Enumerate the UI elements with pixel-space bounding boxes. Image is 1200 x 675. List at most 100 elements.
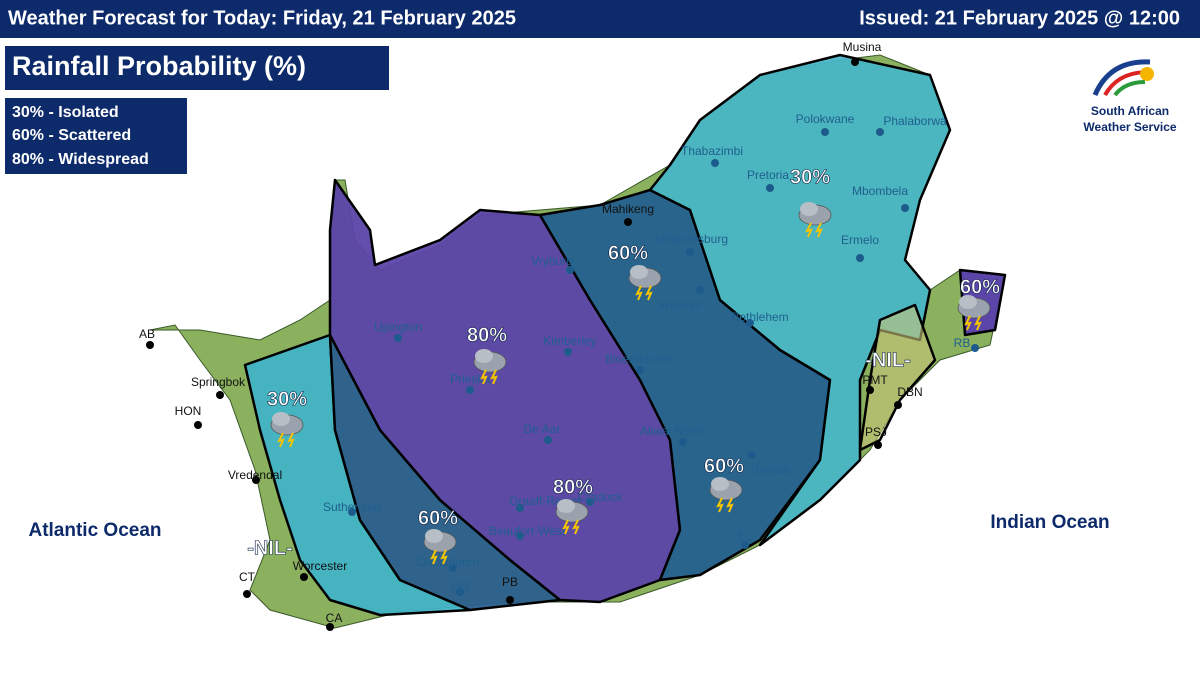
storm-icon bbox=[423, 529, 457, 565]
storm-icon bbox=[957, 295, 991, 331]
city-dot bbox=[544, 436, 552, 444]
header-bar bbox=[0, 0, 1200, 38]
city-label: Welkom bbox=[658, 298, 701, 312]
city-label: Upington bbox=[374, 320, 422, 334]
city-label: GG bbox=[451, 580, 470, 594]
city-dot bbox=[894, 401, 902, 409]
city-label: Polokwane bbox=[796, 112, 855, 126]
city-label: Prieska bbox=[450, 372, 490, 386]
city-dot bbox=[711, 159, 719, 167]
city-dot bbox=[766, 184, 774, 192]
city-dot bbox=[300, 573, 308, 581]
zone-label: 60% bbox=[960, 276, 1000, 298]
city-dot bbox=[866, 386, 874, 394]
city-dot bbox=[876, 128, 884, 136]
storm-icon bbox=[628, 265, 662, 301]
cloud bbox=[959, 295, 977, 309]
legend-title-box bbox=[3, 44, 391, 92]
city-label: PSJ bbox=[865, 425, 887, 439]
city-dot bbox=[586, 498, 594, 506]
city-dot bbox=[506, 596, 514, 604]
zone-label: 30% bbox=[790, 166, 830, 188]
storm-icons bbox=[270, 202, 991, 565]
city-dot bbox=[194, 421, 202, 429]
cloud bbox=[272, 412, 290, 426]
city-dot bbox=[624, 218, 632, 226]
city-label: CT bbox=[239, 570, 256, 584]
bolt bbox=[480, 369, 488, 385]
city-dot bbox=[741, 541, 749, 549]
city-label: PB bbox=[502, 575, 518, 589]
city-dot bbox=[564, 348, 572, 356]
city-dot bbox=[326, 623, 334, 631]
city-label: Springbok bbox=[191, 375, 246, 389]
storm-icon bbox=[798, 202, 832, 238]
bolt bbox=[490, 369, 498, 385]
zone-labels: 30% 60% 80% 80% 60% 60% 30% 60% -NIL- -NIL- bbox=[247, 166, 1001, 560]
city-label: Cradock bbox=[578, 490, 624, 504]
city-dot bbox=[516, 504, 524, 512]
city-dot bbox=[566, 266, 574, 274]
city-label: Umtata bbox=[751, 463, 790, 477]
cloud bbox=[425, 529, 443, 543]
cloud bbox=[800, 202, 818, 216]
zone-label: 30% bbox=[267, 388, 307, 410]
city-dot bbox=[456, 588, 464, 596]
city-label: Bethlehem bbox=[731, 310, 788, 324]
city-label: Worcester bbox=[293, 559, 347, 573]
city-label: De Aar bbox=[524, 422, 561, 436]
issued: Issued: 21 February 2025 @ 12:00 bbox=[859, 7, 1180, 29]
bolt bbox=[716, 497, 724, 513]
city-dot bbox=[516, 532, 524, 540]
bolt bbox=[635, 285, 643, 301]
ocean-label: Indian Ocean bbox=[990, 512, 1109, 533]
city-dot bbox=[394, 334, 402, 342]
city-dot bbox=[874, 441, 882, 449]
city-dot bbox=[856, 254, 864, 262]
city-label: Thabazimbi bbox=[681, 144, 743, 158]
storm-icon bbox=[473, 349, 507, 385]
city-dot bbox=[146, 341, 154, 349]
city-label: EL bbox=[738, 529, 753, 543]
bolt bbox=[815, 222, 823, 238]
city-label: Musina bbox=[843, 40, 882, 54]
city-label: Vredendal bbox=[228, 468, 282, 482]
city-label: CA bbox=[326, 611, 343, 625]
city-label: Ermelo bbox=[841, 233, 879, 247]
city-dot bbox=[851, 58, 859, 66]
city-label: Bloemfontein bbox=[605, 352, 675, 366]
zone-label: 60% bbox=[608, 242, 648, 264]
city-dot bbox=[679, 438, 687, 446]
legend-item: 60% - Scattered bbox=[12, 127, 131, 144]
bolt bbox=[277, 432, 285, 448]
bolt bbox=[964, 315, 972, 331]
bolt bbox=[974, 315, 982, 331]
city-label: Sutherland bbox=[323, 500, 381, 514]
city-dot bbox=[696, 286, 704, 294]
zones bbox=[243, 53, 1007, 617]
storm-icon bbox=[555, 499, 589, 535]
storm-icon bbox=[270, 412, 304, 448]
cloud bbox=[557, 499, 575, 513]
city-label: Mbombela bbox=[852, 184, 908, 198]
ocean-label: Atlantic Ocean bbox=[28, 520, 161, 541]
city-dot bbox=[636, 366, 644, 374]
storm-icon bbox=[709, 477, 743, 513]
city-label: PMT bbox=[862, 373, 888, 387]
bolt bbox=[430, 549, 438, 565]
city-dot bbox=[348, 508, 356, 516]
city-dot bbox=[449, 564, 457, 572]
zone-label: 60% bbox=[418, 507, 458, 529]
zone-label: -NIL- bbox=[865, 349, 911, 371]
bolt bbox=[562, 519, 570, 535]
bolt bbox=[645, 285, 653, 301]
logo-text: Weather Service bbox=[1083, 120, 1176, 134]
city-label: Pretoria bbox=[747, 168, 789, 182]
bolt bbox=[805, 222, 813, 238]
city-dot bbox=[466, 386, 474, 394]
city-dot bbox=[243, 590, 251, 598]
cities: Musina Polokwane Phalaborwa Thabazimbi Preto… bbox=[139, 40, 979, 631]
city-dot bbox=[252, 476, 260, 484]
zone-label: -NIL- bbox=[247, 537, 293, 559]
